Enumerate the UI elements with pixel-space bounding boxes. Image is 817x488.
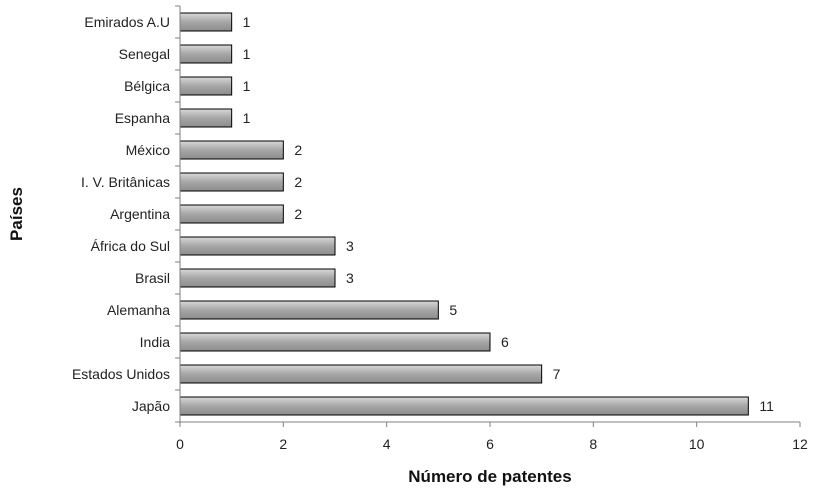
x-tick-label-2: 4 [383, 436, 391, 452]
x-ticks: 0 2 4 6 8 10 12 [176, 422, 808, 452]
y-tick-label-12: Japão [132, 398, 170, 414]
y-tick-label-6: Argentina [110, 206, 170, 222]
data-label-4: 2 [294, 142, 302, 158]
x-tick-label-3: 6 [486, 436, 494, 452]
bar-6 [179, 204, 284, 224]
bar-11 [179, 364, 543, 384]
bar-7 [179, 236, 336, 256]
y-tick-label-9: Alemanha [107, 302, 170, 318]
y-tick-label-3: Espanha [115, 110, 170, 126]
y-tick-label-10: India [140, 334, 171, 350]
y-tick-label-7: África do Sul [91, 238, 170, 254]
x-tick-label-0: 0 [176, 436, 184, 452]
data-label-0: 1 [243, 14, 251, 30]
data-label-5: 2 [294, 174, 302, 190]
data-label-6: 2 [294, 206, 302, 222]
data-label-3: 1 [243, 110, 251, 126]
bar-9 [179, 300, 439, 320]
y-tick-label-8: Brasil [135, 270, 170, 286]
bar-0 [179, 12, 233, 32]
y-tick-label-2: Bélgica [124, 78, 170, 94]
bar-12 [179, 396, 749, 416]
x-tick-label-6: 12 [792, 436, 808, 452]
data-label-7: 3 [346, 238, 354, 254]
bar-5 [179, 172, 284, 192]
bar-8 [179, 268, 336, 288]
x-axis-title: Número de patentes [408, 467, 571, 486]
y-tick-label-1: Senegal [119, 46, 170, 62]
y-tick-labels: Emirados A.U Senegal Bélgica Espanha México I… [72, 5, 180, 423]
y-axis-title: Países [7, 187, 26, 241]
bar-3 [179, 108, 233, 128]
data-label-2: 1 [243, 78, 251, 94]
data-label-10: 6 [501, 334, 509, 350]
bar-2 [179, 76, 233, 96]
data-label-8: 3 [346, 270, 354, 286]
y-tick-label-11: Estados Unidos [72, 366, 170, 382]
y-tick-label-0: Emirados A.U [84, 14, 170, 30]
x-tick-label-4: 8 [589, 436, 597, 452]
bar-4 [179, 140, 284, 160]
y-tick-label-5: I. V. Britânicas [81, 174, 170, 190]
data-label-1: 1 [243, 46, 251, 62]
y-tick-label-4: México [126, 142, 171, 158]
data-label-12: 11 [759, 398, 774, 414]
data-label-11: 7 [553, 366, 561, 382]
bar-1 [179, 44, 233, 64]
data-label-9: 5 [449, 302, 457, 318]
x-tick-label-5: 10 [689, 436, 705, 452]
x-tick-label-1: 2 [279, 436, 287, 452]
bar-10 [179, 332, 491, 352]
